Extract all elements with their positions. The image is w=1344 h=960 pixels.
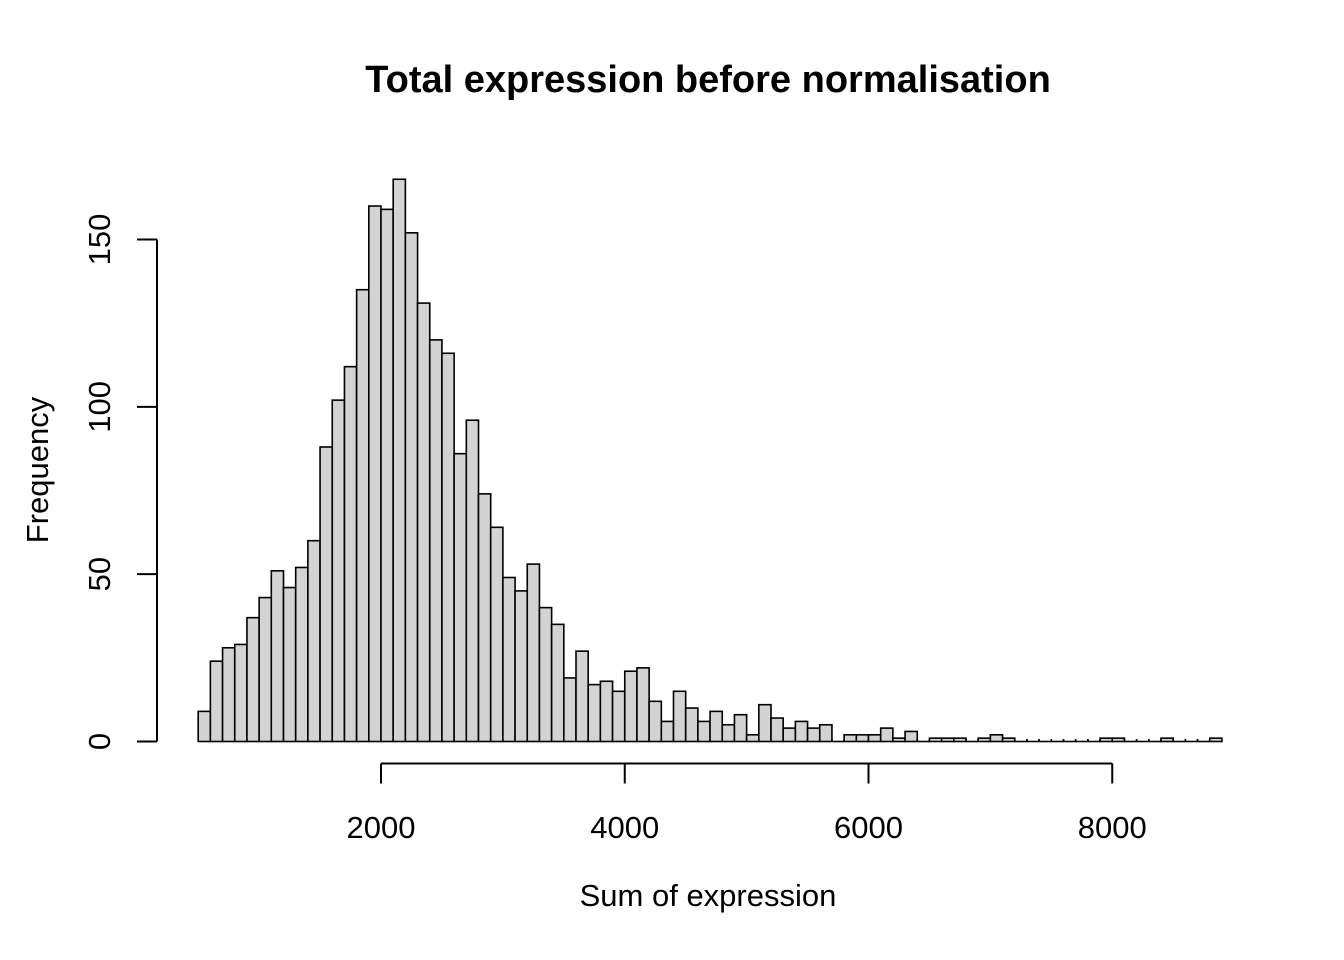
- histogram-bar: [1099, 737, 1114, 743]
- histogram-bar: [1208, 737, 1223, 743]
- histogram-bar: [623, 670, 638, 743]
- histogram-bar: [428, 339, 443, 743]
- x-tick-label: 2000: [347, 810, 416, 845]
- histogram-bar: [331, 399, 346, 743]
- histogram-bar: [758, 703, 772, 743]
- histogram-bar: [611, 690, 626, 743]
- histogram-bar: [928, 737, 943, 743]
- histogram-bar: [733, 713, 748, 743]
- y-tick-label: 100: [82, 381, 117, 433]
- histogram-bar: [368, 205, 382, 743]
- histogram-bar: [672, 690, 687, 743]
- histogram-bar: [526, 563, 541, 743]
- histogram-bar: [294, 566, 309, 743]
- histogram-bar: [1111, 737, 1126, 743]
- histogram-bar: [782, 727, 797, 743]
- histogram-bar: [355, 288, 370, 743]
- histogram-bar: [380, 208, 394, 743]
- histogram-bars: [197, 178, 1223, 743]
- histogram-bar: [514, 590, 529, 743]
- histogram-bar: [392, 178, 407, 743]
- histogram-bar: [233, 643, 248, 743]
- histogram-bar: [989, 734, 1004, 743]
- histogram-bar: [441, 352, 455, 743]
- histogram-bar: [246, 616, 260, 743]
- histogram-bar: [660, 720, 675, 743]
- histogram-bar: [563, 677, 577, 743]
- histogram-bar: [879, 727, 894, 743]
- histogram-bar: [953, 737, 967, 743]
- histogram-bar: [843, 734, 858, 743]
- histogram-bar: [636, 667, 650, 743]
- histogram-bar: [502, 576, 516, 743]
- histogram-bar: [575, 650, 589, 743]
- histogram-bar: [684, 707, 699, 743]
- histogram-bar: [904, 730, 919, 743]
- histogram-bar: [477, 493, 492, 743]
- histogram-bar: [465, 419, 480, 743]
- y-tick-label: 0: [82, 733, 117, 750]
- histogram-bar: [258, 596, 273, 743]
- y-tick-label: 50: [82, 557, 117, 591]
- histogram-bar: [709, 710, 724, 743]
- histogram-bar: [818, 723, 833, 743]
- histogram-bar: [416, 302, 431, 743]
- histogram-bar: [648, 700, 663, 743]
- y-axis-label: Frequency: [20, 396, 55, 543]
- histogram-bar: [855, 734, 870, 743]
- histogram-bar: [770, 717, 784, 743]
- x-tick-label: 8000: [1078, 810, 1147, 845]
- histogram-bar: [794, 720, 809, 743]
- histogram-bar: [343, 365, 358, 743]
- histogram-bar: [806, 727, 821, 743]
- histogram-bar: [270, 570, 285, 743]
- histogram-bar: [587, 683, 602, 743]
- histogram-bar: [599, 680, 614, 743]
- chart-title: Total expression before normalisation: [365, 59, 1051, 101]
- histogram-bar: [940, 737, 955, 743]
- histogram-bar: [977, 737, 992, 743]
- x-tick-label: 4000: [590, 810, 659, 845]
- axes: 0 50 100 150 2000 4000 6000 8000: [82, 214, 1147, 845]
- histogram-bar: [538, 606, 553, 743]
- histogram-bar: [404, 232, 419, 743]
- histogram-bar: [489, 526, 504, 743]
- histogram-bar: [307, 539, 321, 743]
- histogram-bar: [1001, 737, 1016, 743]
- histogram-bar: [453, 452, 468, 743]
- histogram-bar: [892, 737, 906, 743]
- x-tick-label: 6000: [834, 810, 903, 845]
- histogram-bar: [221, 646, 236, 743]
- histogram-bar: [282, 586, 297, 743]
- histogram-bar: [209, 660, 224, 743]
- histogram-bar: [197, 710, 212, 743]
- histogram-bar: [867, 734, 882, 743]
- histogram-bar: [550, 623, 565, 743]
- histogram-bar: [745, 734, 760, 743]
- x-axis-label: Sum of expression: [580, 878, 837, 913]
- y-tick-label: 150: [82, 214, 117, 266]
- histogram-bar: [1160, 737, 1174, 743]
- histogram-bar: [697, 720, 711, 743]
- histogram-bar: [319, 446, 334, 743]
- histogram-bar: [721, 723, 736, 743]
